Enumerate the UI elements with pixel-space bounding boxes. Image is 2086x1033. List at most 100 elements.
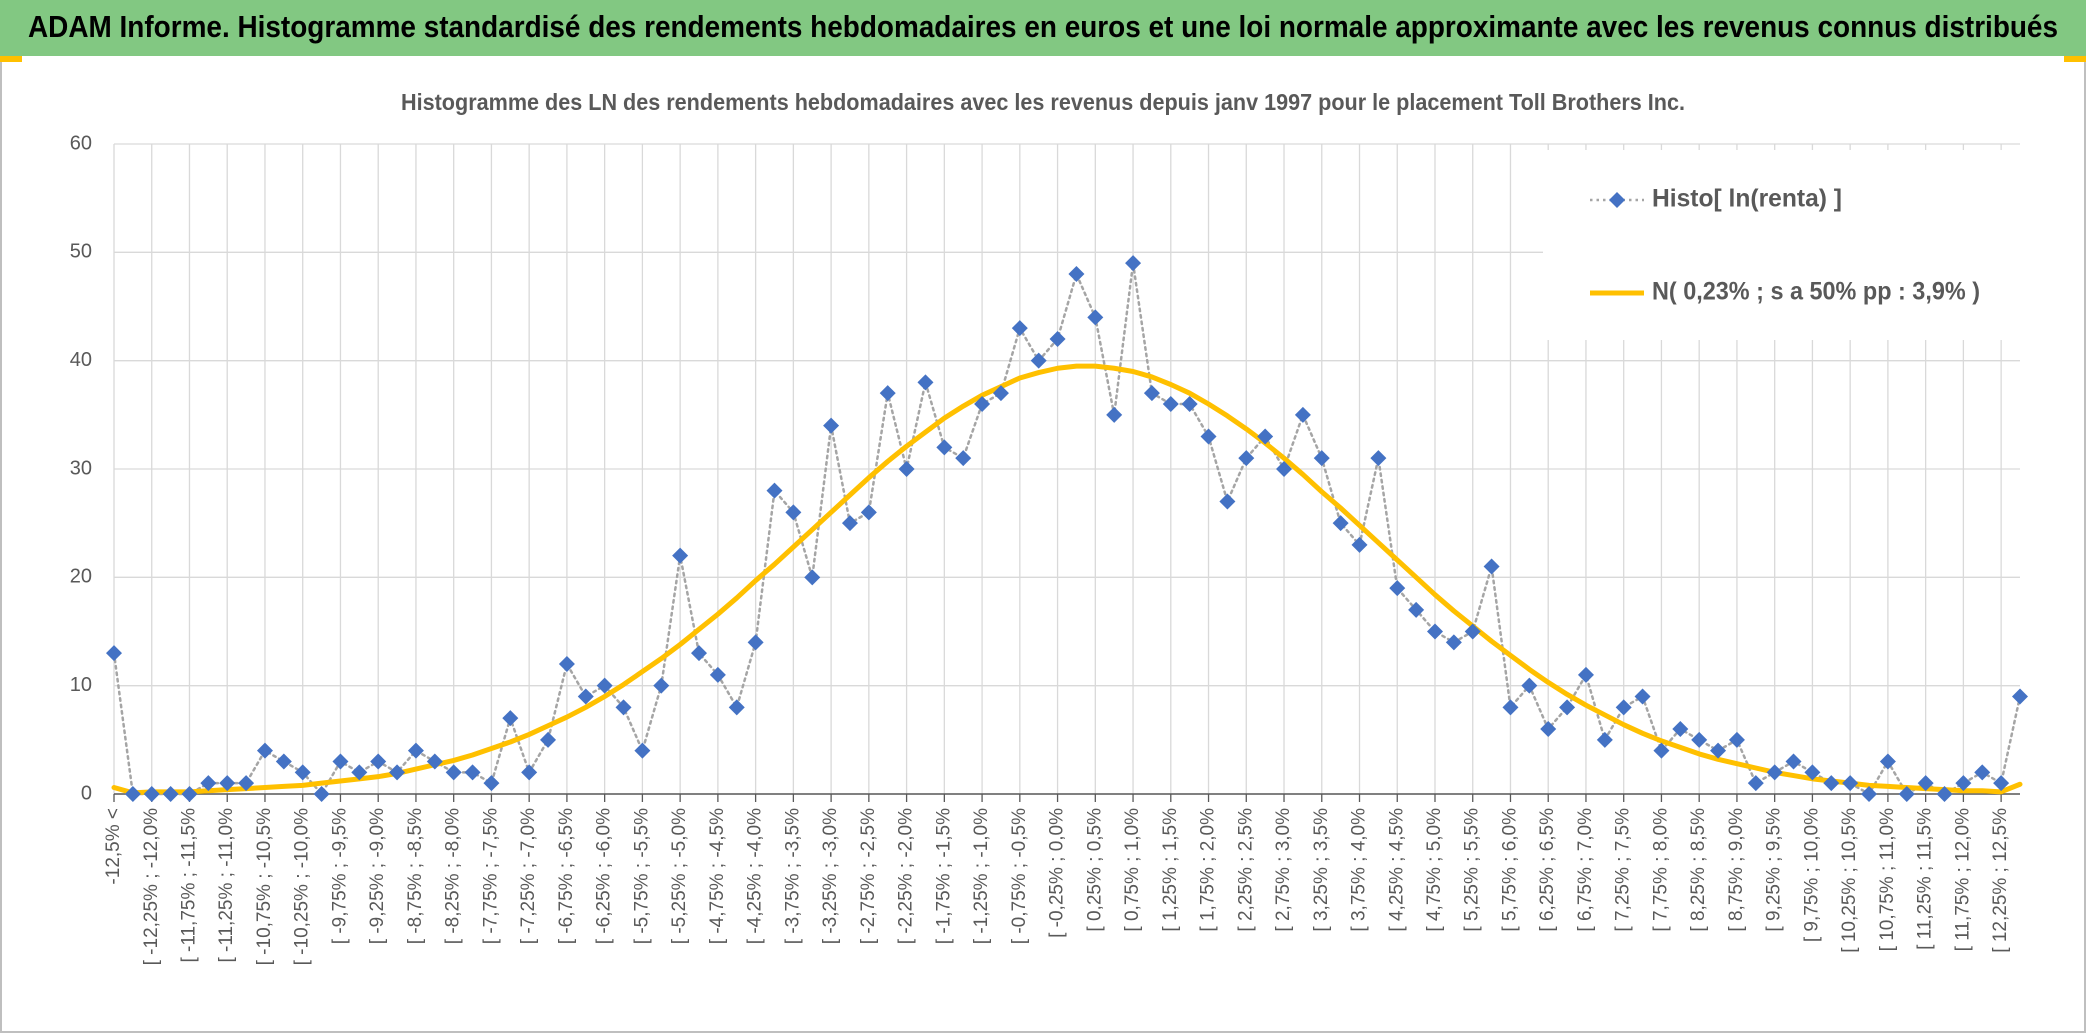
data-point	[1842, 775, 1859, 792]
data-point	[785, 504, 802, 521]
data-point	[445, 764, 462, 781]
data-point	[955, 450, 972, 467]
x-tick-label: [ -1,25% ; -1,0%	[971, 808, 992, 944]
x-tick-label: [ 6,75% ; 7,0%	[1575, 808, 1596, 932]
x-tick-label: [ -8,75% ; -8,5%	[405, 808, 426, 944]
data-point	[1898, 786, 1915, 802]
data-point	[464, 764, 481, 781]
data-point	[1181, 396, 1198, 412]
data-point	[124, 786, 141, 802]
y-tick-label: 0	[81, 782, 92, 804]
data-point	[1691, 731, 1708, 748]
data-point	[596, 677, 613, 694]
data-point	[709, 666, 726, 683]
data-point	[1200, 428, 1217, 445]
legend-label: Histo[ ln(renta) ]	[1652, 185, 1842, 213]
data-point	[1125, 255, 1142, 272]
data-point	[106, 645, 122, 662]
data-point	[1974, 764, 1991, 781]
data-point	[407, 742, 424, 759]
data-point	[823, 417, 840, 434]
data-point	[483, 775, 500, 792]
data-point	[879, 385, 896, 402]
data-point	[2012, 688, 2028, 705]
data-point	[1068, 266, 1085, 282]
data-point	[1502, 699, 1519, 716]
data-point	[860, 504, 877, 521]
data-point	[1823, 775, 1840, 792]
data-point	[294, 764, 311, 781]
data-point	[1143, 385, 1160, 402]
chart-title: Histogramme des LN des rendements hebdom…	[401, 89, 1685, 115]
x-tick-label: [ -0,25% ; 0,0%	[1047, 808, 1068, 938]
x-tick-label: [ 9,25% ; 9,5%	[1764, 808, 1785, 932]
x-tick-label: [ 2,75% ; 3,0%	[1273, 808, 1294, 932]
data-point	[1106, 406, 1123, 423]
data-point	[521, 764, 538, 781]
data-point	[1577, 666, 1594, 683]
data-point	[634, 742, 651, 759]
data-point	[219, 775, 236, 792]
data-point	[256, 742, 273, 759]
data-point	[1011, 320, 1028, 337]
data-point	[1559, 699, 1576, 716]
data-point	[1464, 623, 1481, 640]
data-point	[426, 753, 443, 770]
x-tick-label: [ 9,75% ; 10,0%	[1801, 808, 1822, 942]
x-tick-label: [ 2,25% ; 2,5%	[1235, 808, 1256, 932]
legend-area	[1543, 150, 2021, 340]
data-point	[181, 786, 198, 802]
x-tick-label: [ -0,75% ; -0,5%	[1009, 808, 1030, 944]
x-tick-label: [ -7,75% ; -7,5%	[480, 808, 501, 944]
x-tick-label: [ 10,75% ; 11,0%	[1877, 808, 1898, 951]
legend-label: N( 0,23% ; s a 50% pp : 3,9% )	[1652, 278, 1980, 306]
data-point	[1408, 601, 1425, 618]
data-point	[1785, 753, 1802, 770]
x-tick-label: [ -2,25% ; -2,0%	[896, 808, 917, 944]
x-tick-label: [ 5,25% ; 5,5%	[1462, 808, 1483, 932]
y-tick-label: 30	[70, 457, 92, 479]
data-point	[766, 482, 783, 499]
x-tick-label: [ -1,75% ; -1,5%	[933, 808, 954, 944]
x-tick-label: [ -4,75% ; -4,5%	[707, 808, 728, 944]
data-point	[1521, 677, 1538, 694]
x-tick-label: [ 1,25% ; 1,5%	[1160, 808, 1181, 932]
header-bar	[0, 0, 2086, 56]
data-point	[332, 753, 349, 770]
y-tick-label: 50	[70, 241, 92, 263]
data-point	[1162, 396, 1179, 412]
data-point	[691, 645, 708, 662]
x-tick-label: [ -8,25% ; -8,0%	[443, 808, 464, 944]
data-point	[1955, 775, 1972, 792]
data-point	[728, 699, 745, 716]
x-tick-label: [ -9,75% ; -9,5%	[329, 808, 350, 944]
data-point	[502, 710, 519, 727]
data-point	[917, 374, 934, 391]
data-point	[558, 656, 575, 672]
data-point	[351, 764, 368, 781]
legend-background	[1543, 150, 2021, 340]
data-point	[1861, 786, 1878, 802]
data-point	[1294, 406, 1311, 423]
x-tick-label: [ -3,25% ; -3,0%	[820, 808, 841, 944]
x-tick-label: [ 8,75% ; 9,0%	[1726, 808, 1747, 932]
data-point	[992, 385, 1009, 402]
data-point	[1087, 309, 1104, 326]
x-tick-label: [ 7,25% ; 7,5%	[1613, 808, 1634, 932]
accent	[0, 56, 22, 62]
data-point	[1351, 536, 1368, 553]
data-point	[577, 688, 594, 705]
legend-marker	[1609, 192, 1625, 208]
data-point	[1766, 764, 1783, 781]
data-point	[143, 786, 160, 802]
data-point	[804, 569, 821, 586]
data-point	[1219, 493, 1236, 510]
x-tick-label: [ -12,25% ; -12,0%	[141, 808, 162, 965]
data-point	[1917, 775, 1934, 792]
data-point	[389, 764, 406, 781]
data-point	[615, 699, 632, 716]
data-point	[898, 461, 915, 477]
data-point	[1238, 450, 1255, 467]
y-tick-label: 60	[70, 132, 92, 154]
x-tick-label: [ 4,25% ; 4,5%	[1386, 808, 1407, 932]
